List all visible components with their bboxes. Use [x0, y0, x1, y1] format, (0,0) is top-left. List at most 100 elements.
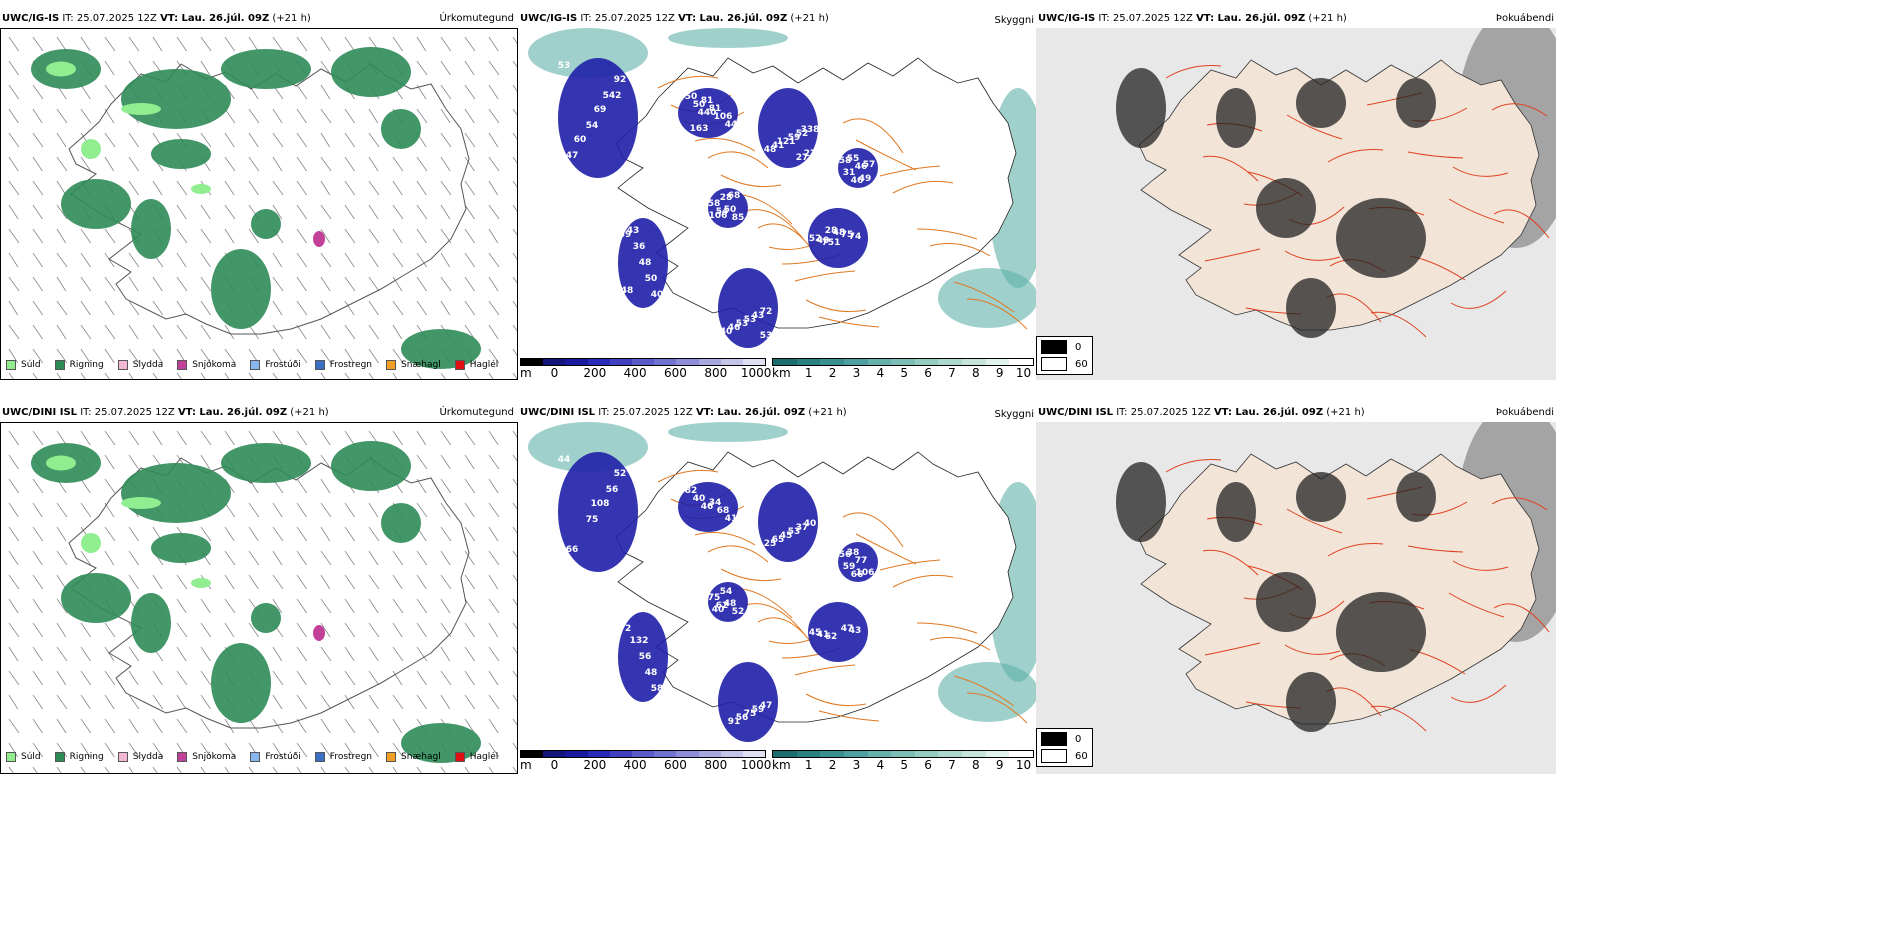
- colorbar-tick: 4: [876, 758, 885, 772]
- legend-label: Súld: [21, 752, 41, 762]
- colorbar-ticks: m 0 200 400 600 800 1000: [520, 758, 771, 772]
- colorbar-tick: 6: [924, 366, 932, 380]
- legend-label: Frostúði: [265, 360, 301, 370]
- row1-fog-header: UWC/IG-IS IT: 25.07.2025 12Z VT: Lau. 26…: [1038, 13, 1347, 24]
- cloud-base-label: 59: [788, 133, 801, 143]
- colorbar-tick: 5: [900, 366, 908, 380]
- cloud-base-label: 50: [645, 274, 658, 284]
- cloud-base-label: 44: [725, 120, 738, 130]
- legend-swatch: [454, 360, 465, 370]
- cloud-base-label: 60: [574, 135, 587, 145]
- fog-legend-swatch: [1041, 732, 1067, 746]
- colorbar-tick: 10: [1015, 366, 1032, 380]
- colorbar-tick: 8: [971, 758, 980, 772]
- fog-legend-swatch: [1041, 357, 1067, 371]
- row2-fog-header: UWC/DINI ISL IT: 25.07.2025 12Z VT: Lau.…: [1038, 407, 1365, 418]
- cloud-base-label: 50: [724, 205, 737, 215]
- cloud-base-label: 48: [724, 599, 737, 609]
- cloud-base-label: 72: [619, 624, 632, 634]
- legend-swatch: [386, 360, 397, 370]
- fog-legend-row: 60: [1041, 749, 1088, 763]
- cloud-base-label: 106: [856, 568, 875, 578]
- colorbar-segment: [720, 751, 743, 757]
- cloud-base-label: 751: [822, 238, 841, 248]
- row2-precip-panel: UWC/DINI ISL IT: 25.07.2025 12Z VT: Lau.…: [0, 406, 518, 774]
- fog-map-svg: [1036, 422, 1556, 774]
- cloud-base-label: 69: [594, 105, 607, 115]
- legend-label: Rigning: [69, 752, 104, 762]
- precip-legend-item: Súld: [6, 752, 41, 762]
- cloud-base-label: 40: [817, 236, 830, 246]
- colorbar-segment: [565, 751, 588, 757]
- colorbar-segment: [587, 359, 610, 365]
- cloud-base-label: 48: [833, 228, 846, 238]
- colorbar-segment: [521, 359, 544, 365]
- cloud-base-label: 106: [714, 112, 733, 122]
- colorbar-segment: [1009, 751, 1034, 757]
- legend-swatch: [54, 360, 65, 370]
- row2-fog-panel: UWC/DINI ISL IT: 25.07.2025 12Z VT: Lau.…: [1036, 406, 1556, 774]
- cloud-base-label: 50: [685, 92, 698, 102]
- row2-vis-map: 44 46 40 66 62 72 47 62 56 40 37 56 52 58 59 41 75 82 53 77…: [518, 422, 1036, 762]
- colorbar-unit: m: [520, 366, 532, 380]
- cloud-base-label: 75: [708, 593, 721, 603]
- row2-vis-header: UWC/DINI ISL IT: 25.07.2025 12Z VT: Lau.…: [520, 407, 847, 418]
- cloud-base-label: 43: [752, 311, 765, 321]
- colorbar-segment: [796, 751, 821, 757]
- cloud-base-label: 53: [744, 315, 757, 325]
- legend-label: Haglél: [469, 360, 499, 370]
- cloud-base-label: 55: [847, 154, 860, 164]
- cloud-base-label: 47: [566, 151, 579, 161]
- cloud-base-label: 59: [619, 230, 632, 240]
- colorbar-tick: 9: [995, 758, 1004, 772]
- cloud-base-label: 68: [728, 191, 741, 201]
- legend-label: Slydda: [132, 752, 164, 762]
- colorbar-strip: [772, 750, 1034, 758]
- colorbar-segment: [565, 359, 588, 365]
- cloud-base-label: 40: [720, 327, 733, 337]
- legend-label: Haglél: [469, 752, 499, 762]
- cloud-base-label: 54: [586, 121, 599, 131]
- cloud-base-label: 40: [651, 290, 664, 300]
- row2-fog-legend: 0 60: [1036, 728, 1093, 767]
- precip-legend-item: Frostregn: [314, 360, 373, 370]
- cloud-base-label: 82: [685, 486, 698, 496]
- colorbar-segment: [543, 751, 566, 757]
- fog-legend-swatch: [1041, 340, 1067, 354]
- colorbar-segment: [698, 359, 721, 365]
- colorbar-tick: 200: [583, 366, 607, 380]
- colorbar-tick: 7: [948, 758, 956, 772]
- colorbar-strip: [520, 358, 766, 366]
- precip-legend-item: Snjókoma: [177, 360, 236, 370]
- cloud-base-label: 57: [863, 160, 876, 170]
- cloud-base-label: 27: [796, 153, 809, 163]
- precip-map-svg: [8, 430, 517, 773]
- colorbar-segment: [543, 359, 566, 365]
- row1-vis-map: 53 440 338 46 54 59 72 751 542 50 52 58 85 40 43 40 54 50…: [518, 28, 1036, 368]
- colorbar-segment: [985, 751, 1010, 757]
- legend-swatch: [117, 752, 128, 762]
- legend-swatch: [250, 360, 261, 370]
- colorbar-segment: [654, 751, 677, 757]
- cloud-base-label: 58: [651, 684, 664, 694]
- fog-legend-row: 0: [1041, 340, 1088, 354]
- colorbar-tick: 3: [852, 366, 861, 380]
- cloud-base-label: 40: [712, 605, 725, 615]
- cloud-base-label: 45: [780, 531, 793, 541]
- row2-precip-title: Úrkomutegund: [439, 407, 514, 418]
- colorbar-tick: 4: [876, 366, 885, 380]
- legend-swatch: [386, 752, 397, 762]
- colorbar-segment: [654, 359, 677, 365]
- cloud-base-label: 77: [855, 556, 868, 566]
- row1-vis-header: UWC/IG-IS IT: 25.07.2025 12Z VT: Lau. 26…: [520, 13, 829, 24]
- legend-label: Frostregn: [329, 360, 373, 370]
- colorbar-tick: 3: [852, 758, 861, 772]
- cloud-base-label: 53: [788, 527, 801, 537]
- cloud-base-label: 440: [698, 108, 717, 118]
- colorbar-tick: 5: [900, 758, 908, 772]
- legend-label: Snæhagl: [401, 752, 441, 762]
- cloud-base-label: 106: [709, 211, 728, 221]
- row2-precip-header: UWC/DINI ISL IT: 25.07.2025 12Z VT: Lau.…: [2, 407, 329, 418]
- colorbar-segment: [796, 359, 821, 365]
- precip-legend-item: Slydda: [117, 360, 163, 370]
